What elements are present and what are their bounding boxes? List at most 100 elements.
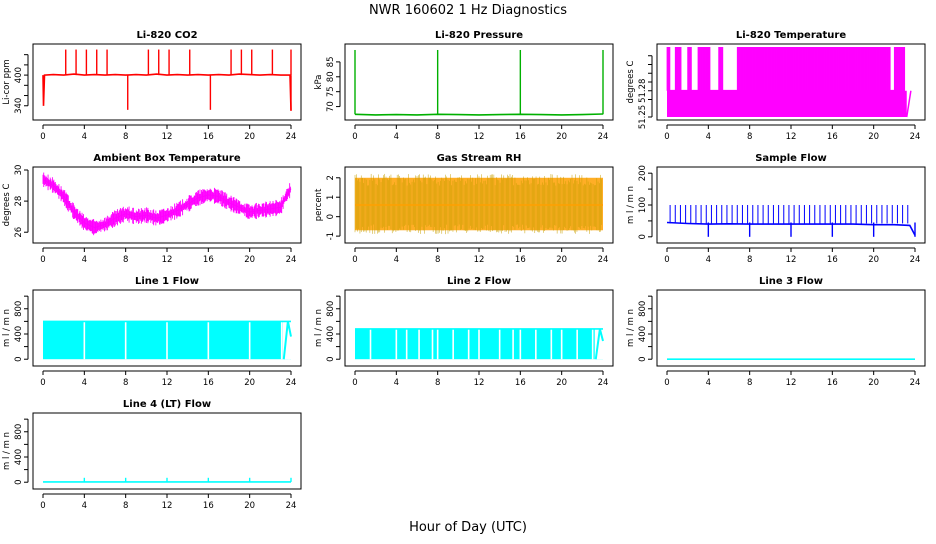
plot-area (354, 173, 603, 235)
panel-ylabel: m l / m n (2, 309, 12, 347)
panel-frame (656, 289, 926, 367)
panel-frame (656, 166, 926, 244)
x-tick-label: 8 (435, 378, 440, 388)
x-tick-label: 8 (123, 501, 128, 511)
panel-title: Li-820 CO2 (136, 30, 197, 41)
panel-frame (656, 43, 926, 121)
y-tick-label: 28 (14, 196, 24, 207)
x-tick-label: 24 (598, 132, 609, 142)
series-line-1 (354, 113, 604, 116)
x-tick-label: 16 (827, 132, 838, 142)
y-tick-label: 0 (326, 214, 336, 219)
x-tick-label: 12 (162, 501, 173, 511)
x-tick-label: 8 (747, 255, 752, 265)
data-gap (594, 328, 603, 360)
panel-title: Line 3 Flow (759, 276, 823, 287)
end-mark (905, 90, 912, 118)
y-tick-label: 1 (326, 195, 336, 200)
x-tick-label: 16 (827, 378, 838, 388)
x-tick-label: 4 (706, 132, 711, 142)
x-tick-label: 24 (910, 132, 921, 142)
panel-title: Gas Stream RH (437, 153, 522, 164)
panel-ylabel: m l / m n (626, 309, 636, 347)
figure-title: NWR 160602 1 Hz Diagnostics (369, 3, 567, 18)
x-tick-label: 4 (394, 255, 399, 265)
panel-title: Li-820 Temperature (736, 30, 846, 41)
y-tick-label: 2 (326, 175, 336, 180)
panel-ylabel: percent (314, 188, 324, 221)
y-tick-label: 800 (326, 301, 336, 317)
y-tick-label: 80 (326, 71, 336, 82)
panel-frame (344, 289, 614, 367)
x-tick-label: 0 (40, 255, 45, 265)
x-tick-label: 8 (123, 255, 128, 265)
y-tick-label: 400 (14, 449, 24, 465)
x-tick-label: 12 (474, 255, 485, 265)
panel-frame (32, 289, 302, 367)
x-tick-label: 12 (474, 132, 485, 142)
x-tick-label: 24 (910, 378, 921, 388)
y-tick-label: 70 (326, 101, 336, 112)
x-tick-label: 20 (244, 378, 255, 388)
x-tick-label: 4 (394, 132, 399, 142)
x-tick-label: 20 (556, 255, 567, 265)
panel-7: Line 1 Flow m l / m n 0 4 8 12 16 20 24 0 400 800 (2, 276, 302, 388)
x-tick-label: 0 (664, 378, 669, 388)
y-tick-label: 200 (638, 165, 648, 181)
y-tick-label: -1 (326, 232, 336, 240)
y-tick-label: 0 (14, 357, 24, 362)
x-tick-label: 24 (598, 255, 609, 265)
panel-ylabel: m l / m n (626, 186, 636, 224)
y-tick-label: 26 (14, 227, 24, 238)
y-tick-label: 0 (638, 357, 648, 362)
y-tick-label: 51.25 (638, 105, 648, 129)
plot-area (42, 49, 292, 111)
x-tick-label: 24 (286, 255, 297, 265)
panel-10: Line 4 (LT) Flow m l / m n 0 4 8 12 16 20 24 0 400… (2, 399, 302, 511)
panel-frame (344, 166, 614, 244)
panel-title: Li-820 Pressure (435, 30, 523, 41)
x-tick-label: 24 (286, 132, 297, 142)
x-tick-label: 4 (706, 378, 711, 388)
y-tick-label: 0 (14, 480, 24, 485)
x-tick-label: 8 (747, 132, 752, 142)
y-tick-label: 75 (326, 86, 336, 97)
panel-2: Li-820 Pressure kPa 0 4 8 12 16 20 24 70 75 80 85 (314, 30, 614, 142)
data-band (667, 90, 907, 117)
y-tick-label: 400 (14, 67, 24, 83)
x-tick-label: 24 (598, 378, 609, 388)
x-tick-label: 24 (286, 378, 297, 388)
x-tick-label: 0 (352, 378, 357, 388)
x-tick-label: 16 (203, 132, 214, 142)
x-tick-label: 12 (162, 255, 173, 265)
x-tick-label: 12 (786, 378, 797, 388)
panel-frame (344, 43, 614, 121)
plot-area (43, 320, 292, 360)
x-tick-label: 8 (123, 132, 128, 142)
x-tick-label: 16 (203, 501, 214, 511)
x-tick-label: 16 (203, 378, 214, 388)
x-tick-label: 0 (664, 255, 669, 265)
plot-area (355, 328, 604, 360)
x-tick-label: 20 (868, 132, 879, 142)
x-tick-label: 20 (244, 501, 255, 511)
x-tick-label: 4 (394, 378, 399, 388)
x-tick-label: 12 (162, 132, 173, 142)
x-tick-label: 16 (827, 255, 838, 265)
x-tick-label: 12 (162, 378, 173, 388)
x-tick-label: 0 (40, 501, 45, 511)
x-tick-label: 12 (786, 255, 797, 265)
y-tick-label: 0 (638, 234, 648, 239)
x-tick-label: 20 (556, 378, 567, 388)
panel-frame (32, 166, 302, 244)
plot-area (43, 477, 292, 483)
panel-ylabel: degrees C (626, 61, 636, 104)
panel-6: Sample Flow m l / m n 0 4 8 12 16 20 24 0 100 200 (626, 153, 926, 265)
panel-1: Li-820 CO2 Li-cor ppm 0 4 8 12 16 20 24 340 400 (2, 30, 302, 142)
series-line-1 (42, 73, 292, 111)
y-tick-label: 800 (14, 301, 24, 317)
